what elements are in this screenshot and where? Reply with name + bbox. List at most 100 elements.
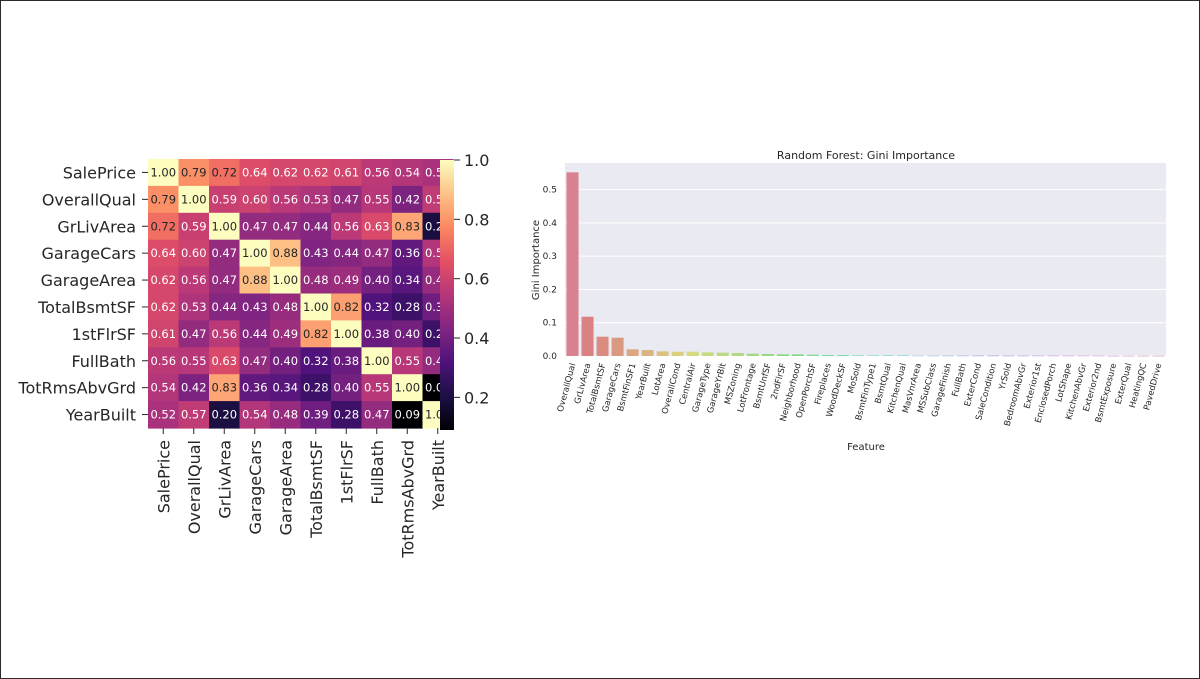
bar (791, 354, 804, 356)
heatmap-cell-value: 0.48 (272, 300, 298, 314)
bar (1092, 355, 1105, 357)
bar (1107, 355, 1120, 357)
heatmap-column-label: TotRmsAbvGrd (398, 440, 417, 559)
heatmap-cell (148, 347, 180, 375)
heatmap-cell-value: 0.28 (333, 408, 359, 422)
heatmap-cell-value: 0.47 (272, 219, 298, 233)
heatmap-cell-value: 0.47 (364, 246, 390, 260)
heatmap-cell-value: 0.44 (303, 219, 329, 233)
heatmap-cell-value: 0.48 (272, 408, 298, 422)
bar (1062, 355, 1075, 357)
heatmap-cell-value: 0.88 (242, 273, 268, 287)
heatmap-cell-value: 0.47 (364, 408, 390, 422)
heatmap-cell (392, 266, 424, 295)
heatmap-cell-value: 0.20 (211, 408, 237, 422)
heatmap-column-label: YearBuilt (429, 440, 448, 511)
heatmap-row-label: TotalBsmtSF (37, 298, 136, 317)
heatmap-cell-value: 0.72 (150, 219, 176, 233)
y-tick-label: 0.1 (543, 319, 557, 329)
heatmap-cell (209, 374, 241, 402)
heatmap-cell (300, 320, 332, 348)
heatmap-cell-value: 0.62 (150, 300, 176, 314)
bar (806, 354, 819, 356)
heatmap-cell (209, 239, 241, 268)
heatmap-cell-value: 0.82 (333, 300, 359, 314)
heatmap-cells: 1.00 0.79 0.72 0.64 0.62 0.62 0.61 0.56 0.54 0.52… (148, 159, 454, 429)
bar (1047, 355, 1060, 357)
heatmap-cell (270, 293, 302, 321)
heatmap-row-label: YearBuilt (65, 406, 136, 425)
bar (626, 349, 639, 356)
heatmap-cell (239, 266, 271, 295)
heatmap-cell-value: 0.60 (242, 192, 268, 206)
heatmap-cell-value: 0.09 (394, 408, 420, 422)
heatmap-cell (148, 374, 180, 402)
heatmap-cell-value: 0.49 (272, 327, 298, 341)
plot-area (565, 163, 1166, 356)
heatmap-cell-value: 0.28 (303, 381, 329, 395)
heatmap-cell (331, 185, 363, 214)
bar (701, 352, 714, 356)
heatmap-cell-value: 1.00 (333, 327, 359, 341)
bar (566, 172, 579, 356)
heatmap-cell-value: 0.36 (394, 246, 420, 260)
gini-importance-chart: Random Forest: Gini Importance 0.0 0.1 0.2… (531, 149, 1166, 453)
heatmap-cell (270, 239, 302, 268)
heatmap-cell-value: 0.63 (364, 219, 390, 233)
y-tick-label: 0.2 (543, 285, 557, 295)
heatmap-cell-value: 0.55 (364, 381, 390, 395)
heatmap-cell (331, 159, 363, 187)
heatmap-cell (270, 159, 302, 187)
bar (686, 351, 699, 356)
heatmap-cell-value: 0.34 (394, 273, 420, 287)
heatmap-cell-value: 0.53 (303, 192, 329, 206)
heatmap-cell-value: 0.40 (364, 273, 390, 287)
heatmap-cell (300, 374, 332, 402)
heatmap-row-label: TotRmsAbvGrd (17, 379, 136, 398)
bar (927, 355, 940, 357)
heatmap-cell-value: 0.79 (181, 165, 207, 179)
heatmap-cell (239, 293, 271, 321)
heatmap-cell-value: 0.47 (181, 327, 207, 341)
bar (641, 350, 654, 356)
heatmap-cell (178, 185, 210, 214)
heatmap-cell (300, 239, 332, 268)
heatmap-column-label: SalePrice (154, 440, 173, 513)
heatmap-cell (148, 212, 180, 241)
heatmap-cell-value: 1.00 (242, 246, 268, 260)
heatmap-cell (331, 347, 363, 375)
heatmap-cell (239, 374, 271, 402)
heatmap-cell (178, 374, 210, 402)
bar (581, 316, 594, 356)
heatmap-cell-value: 0.32 (364, 300, 390, 314)
bar (671, 351, 684, 356)
heatmap-cell-value: 0.56 (150, 354, 176, 368)
heatmap-cell (239, 239, 271, 268)
heatmap-cell (178, 212, 210, 241)
heatmap-cell (331, 293, 363, 321)
heatmap-cell-value: 0.36 (242, 381, 268, 395)
heatmap-cell (331, 239, 363, 268)
heatmap-cell-value: 0.48 (303, 273, 329, 287)
correlation-heatmap: 1.00 0.79 0.72 0.64 0.62 0.62 0.61 0.56 0.54 0.52… (17, 151, 489, 559)
heatmap-cell (300, 401, 332, 429)
heatmap-cell-value: 0.53 (181, 300, 207, 314)
bar (851, 355, 864, 356)
colorbar-ticks: 1.0 0.8 0.6 0.4 0.2 (454, 151, 489, 407)
bar (942, 355, 955, 357)
heatmap-cell-value: 0.44 (211, 300, 237, 314)
heatmap-cell (178, 239, 210, 268)
heatmap-cell-value: 0.62 (150, 273, 176, 287)
bar (1017, 355, 1030, 357)
heatmap-cell-value: 0.83 (211, 381, 237, 395)
heatmap-cell (148, 266, 180, 295)
heatmap-cell (209, 293, 241, 321)
heatmap-cell-value: 0.64 (242, 165, 268, 179)
heatmap-cell (148, 293, 180, 321)
heatmap-cell-value: 0.54 (242, 408, 268, 422)
heatmap-cell (392, 185, 424, 214)
heatmap-cell-value: 0.47 (211, 273, 237, 287)
heatmap-cell-value: 1.00 (150, 165, 176, 179)
heatmap-column-label: 1stFlrSF (337, 440, 356, 504)
heatmap-cell-value: 0.39 (303, 408, 329, 422)
